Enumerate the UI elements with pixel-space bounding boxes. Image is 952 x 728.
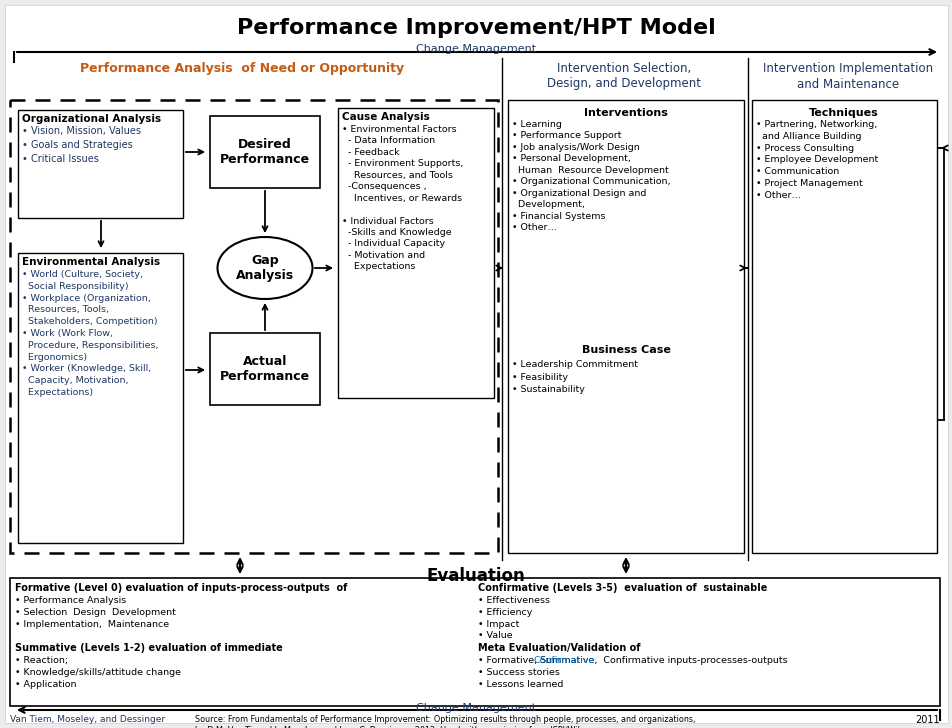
Text: • Reaction;
• Knowledge/skills/attitude change
• Application: • Reaction; • Knowledge/skills/attitude …	[15, 656, 181, 689]
Ellipse shape	[217, 237, 312, 299]
Bar	[18, 110, 183, 218]
Text: Summative (Levels 1-2) evaluation of immediate: Summative (Levels 1-2) evaluation of imm…	[15, 643, 283, 653]
Bar	[507, 100, 744, 553]
Text: Performance Improvement/HPT Model: Performance Improvement/HPT Model	[236, 18, 715, 38]
Bar	[751, 100, 936, 553]
Text: Meta Evaluation/Validation of: Meta Evaluation/Validation of	[478, 643, 640, 653]
Text: • Performance Analysis
• Selection  Design  Development
• Implementation,  Maint: • Performance Analysis • Selection Desig…	[15, 596, 176, 628]
Text: • Partnering, Networking,
  and Alliance Building
• Process Consulting
• Employe: • Partnering, Networking, and Alliance B…	[755, 120, 878, 199]
Text: Intervention Implementation
and Maintenance: Intervention Implementation and Maintena…	[763, 62, 932, 90]
Text: • Environmental Factors
  - Data Information
  - Feedback
  - Environment Suppor: • Environmental Factors - Data Informati…	[342, 125, 463, 272]
Bar	[10, 100, 498, 553]
Text: Confirmative (Levels 3-5)  evaluation of  sustainable: Confirmative (Levels 3-5) evaluation of …	[478, 583, 766, 593]
Text: Organizational Analysis: Organizational Analysis	[22, 114, 161, 124]
Text: • World (Culture, Society,
  Social Responsibility)
• Workplace (Organization,
 : • World (Culture, Society, Social Respon…	[22, 270, 158, 397]
Text: Performance Analysis  of Need or Opportunity: Performance Analysis of Need or Opportun…	[80, 62, 404, 75]
Text: Formative (Level 0) evaluation of inputs-process-outputs  of: Formative (Level 0) evaluation of inputs…	[15, 583, 347, 593]
Text: Business Case: Business Case	[581, 345, 670, 355]
Bar	[209, 333, 320, 405]
Text: • Formative, Summative,  Confirmative inputs-processes-outputs
• Success stories: • Formative, Summative, Confirmative inp…	[478, 656, 786, 689]
Text: Change Management: Change Management	[415, 44, 535, 54]
Text: Van Tiem, Moseley, and Dessinger: Van Tiem, Moseley, and Dessinger	[10, 715, 165, 724]
Text: • Vision, Mission, Values
• Goals and Strategies
• Critical Issues: • Vision, Mission, Values • Goals and St…	[22, 126, 141, 164]
Text: Gap
Analysis: Gap Analysis	[236, 254, 294, 282]
Bar	[209, 116, 320, 188]
Text: 2011: 2011	[915, 715, 939, 725]
Bar	[18, 253, 183, 543]
Text: Change Management: Change Management	[415, 703, 535, 713]
Bar	[10, 578, 939, 706]
Text: • Leadership Commitment
• Feasibility
• Sustainability: • Leadership Commitment • Feasibility • …	[511, 360, 637, 394]
Text: • Effectiveness
• Efficiency
• Impact
• Value: • Effectiveness • Efficiency • Impact • …	[478, 596, 549, 641]
Text: Actual
Performance: Actual Performance	[220, 355, 309, 383]
Text: Confirmative: Confirmative	[533, 656, 595, 665]
Text: • Learning
• Performance Support
• Job analysis/Work Design
• Personal Developme: • Learning • Performance Support • Job a…	[511, 120, 670, 232]
Text: Source: From Fundamentals of Performance Improvement: Optimizing results through: Source: From Fundamentals of Performance…	[195, 715, 695, 728]
Text: Interventions: Interventions	[584, 108, 667, 118]
Bar	[338, 108, 493, 398]
Text: Cause Analysis: Cause Analysis	[342, 112, 429, 122]
Text: Desired
Performance: Desired Performance	[220, 138, 309, 166]
Text: Evaluation: Evaluation	[426, 567, 525, 585]
Text: Techniques: Techniques	[808, 108, 878, 118]
Text: Intervention Selection,
Design, and Development: Intervention Selection, Design, and Deve…	[546, 62, 701, 90]
Text: Environmental Analysis: Environmental Analysis	[22, 257, 160, 267]
